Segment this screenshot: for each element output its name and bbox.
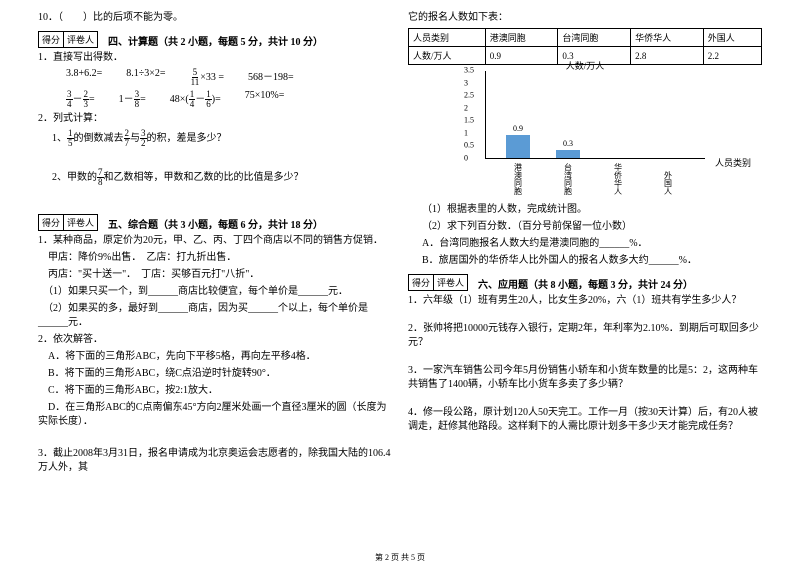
expr: 75×10%= (245, 90, 285, 109)
chart-questions: （1）根据表里的人数，完成统计图。 （2）求下列百分数．（百分号前保留一位小数） A… (408, 203, 762, 268)
table-cell: 2.2 (703, 47, 761, 65)
expr: 8.1÷3×2= (126, 68, 165, 87)
calc-row-2: 34－23= 1－38= 48×(14－16)= 75×10%= (38, 90, 392, 109)
s4-q1: 1．直接写出得数． (38, 51, 392, 65)
expr: 568－198= (248, 68, 294, 87)
page-footer: 第 2 页 共 5 页 (375, 552, 425, 563)
x-category: 华侨华人 (612, 164, 624, 196)
table-cell: 人数/万人 (409, 47, 486, 65)
expr: 1－38= (119, 90, 146, 109)
x-axis-title: 人员类别 (715, 156, 751, 169)
table-header: 台湾同胞 (558, 29, 631, 47)
y-tick: 2 (464, 103, 468, 112)
s4-q2: 2．列式计算： (38, 112, 392, 126)
score-label: 得分 (409, 275, 434, 290)
x-category: 港澳同胞 (512, 164, 524, 196)
s5-line: C．将下面的三角形ABC，按2:1放大． (38, 384, 392, 398)
table-header: 外国人 (703, 29, 761, 47)
y-tick: 3 (464, 78, 468, 87)
grader-label: 评卷人 (64, 215, 97, 230)
y-tick: 3.5 (464, 66, 474, 75)
score-box-6: 得分 评卷人 (408, 274, 468, 291)
s5-line: D．在三角形ABC的C点南偏东45°方向2厘米处画一个直径3厘米的圆（长度为实际… (38, 401, 392, 429)
s4-q2-1: 1、15的倒数减去27与32的积，差是多少？ (38, 129, 392, 148)
table-cell: 2.8 (631, 47, 704, 65)
s5-line: （2）如果买的多，最好到______商店，因为买______个以上，每个单价是_… (38, 302, 392, 330)
score-label: 得分 (39, 215, 64, 230)
table-header: 港澳同胞 (485, 29, 558, 47)
calc-row-1: 3.8+6.2= 8.1÷3×2= 511×33 = 568－198= (38, 68, 392, 87)
s5-line: 1．某种商品，原定价为20元，甲、乙、丙、丁四个商店以不同的销售方促销． (38, 234, 392, 248)
x-category: 台湾同胞 (562, 164, 574, 196)
y-tick: 1.5 (464, 116, 474, 125)
x-category: 外国人 (662, 172, 674, 196)
plot-area: 3.532.521.510.500.9港澳同胞0.3台湾同胞华侨华人外国人 (485, 71, 705, 159)
s5-line: A．将下面的三角形ABC，先向下平移5格，再向左平移4格． (38, 350, 392, 364)
s5-line: 甲店：降价9%出售． 乙店：打九折出售． (38, 251, 392, 265)
section6-title: 六、应用题（共 8 小题，每题 3 分，共计 24 分） (478, 276, 693, 291)
table-header: 人员类别 (409, 29, 486, 47)
s4-q2-2: 2、甲数的78和乙数相等，甲数和乙数的比的比值是多少？ (38, 168, 392, 187)
chart-q-line: （1）根据表里的人数，完成统计图。 (408, 203, 762, 217)
section4-title: 四、计算题（共 2 小题，每题 5 分，共计 10 分） (108, 33, 323, 48)
s5-line: B．将下面的三角形ABC，绕C点沿逆时针旋转90°． (38, 367, 392, 381)
right-column: 它的报名人数如下表： 人员类别港澳同胞台湾同胞华侨华人外国人 人数/万人0.90… (400, 8, 770, 557)
expr: 3.8+6.2= (66, 68, 102, 87)
s5-line: （1）如果只买一个，到______商店比较便宜，每个单价是______元． (38, 285, 392, 299)
table-cell: 0.9 (485, 47, 558, 65)
q10: 10．（ ）比的后项不能为零。 (38, 11, 392, 25)
y-tick: 0 (464, 154, 468, 163)
y-tick: 1 (464, 128, 468, 137)
expr: 34－23= (66, 90, 95, 109)
s5-line: 3．截止2008年3月31日，报名申请成为北京奥运会志愿者的，除我国大陆的106… (38, 447, 392, 475)
section6-header: 得分 评卷人 六、应用题（共 8 小题，每题 3 分，共计 24 分） (408, 274, 762, 291)
section5-title: 五、综合题（共 3 小题，每题 6 分，共计 18 分） (108, 216, 323, 231)
grader-label: 评卷人 (434, 275, 467, 290)
grader-label: 评卷人 (64, 32, 97, 47)
s6-line: 4．修一段公路，原计划120人50天完工。工作一月（按30天计算）后，有20人被… (408, 406, 762, 434)
bar-value-label: 0.9 (513, 124, 523, 133)
y-tick: 2.5 (464, 91, 474, 100)
section5-body: 1．某种商品，原定价为20元，甲、乙、丙、丁四个商店以不同的销售方促销． 甲店：… (38, 234, 392, 475)
chart-q-line: A．台湾同胞报名人数大约是港澳同胞的______%． (408, 237, 762, 251)
bar (556, 150, 580, 158)
s6-line: 2．张帅将把10000元钱存入银行，定期2年，年利率为2.10%．到期后可取回多… (408, 322, 762, 350)
score-box-4: 得分 评卷人 (38, 31, 98, 48)
bar-value-label: 0.3 (563, 139, 573, 148)
s5-line: 丙店："买十送一"． 丁店：买够百元打"八折"． (38, 268, 392, 282)
bar-chart: 人数/万人 3.532.521.510.500.9港澳同胞0.3台湾同胞华侨华人… (455, 69, 715, 199)
table-intro: 它的报名人数如下表： (408, 11, 762, 25)
section4-header: 得分 评卷人 四、计算题（共 2 小题，每题 5 分，共计 10 分） (38, 31, 392, 48)
bar (506, 135, 530, 158)
left-column: 10．（ ）比的后项不能为零。 得分 评卷人 四、计算题（共 2 小题，每题 5… (30, 8, 400, 557)
score-box-5: 得分 评卷人 (38, 214, 98, 231)
s5-line: 2．依次解答． (38, 333, 392, 347)
expr: 511×33 = (190, 68, 224, 87)
section6-body: 1．六年级（1）班有男生20人，比女生多20%，六（1）班共有学生多少人？ 2．张… (408, 294, 762, 434)
chart-q-line: B．旅居国外的华侨华人比外国人的报名人数多大约______%． (408, 254, 762, 268)
s6-line: 3．一家汽车销售公司今年5月份销售小轿车和小货车数量的比是5：2，这两种车共销售… (408, 364, 762, 392)
chart-q-line: （2）求下列百分数．（百分号前保留一位小数） (408, 220, 762, 234)
s6-line: 1．六年级（1）班有男生20人，比女生多20%，六（1）班共有学生多少人？ (408, 294, 762, 308)
section5-header: 得分 评卷人 五、综合题（共 3 小题，每题 6 分，共计 18 分） (38, 214, 392, 231)
expr: 48×(14－16)= (170, 90, 221, 109)
table-header: 华侨华人 (631, 29, 704, 47)
score-label: 得分 (39, 32, 64, 47)
y-tick: 0.5 (464, 141, 474, 150)
